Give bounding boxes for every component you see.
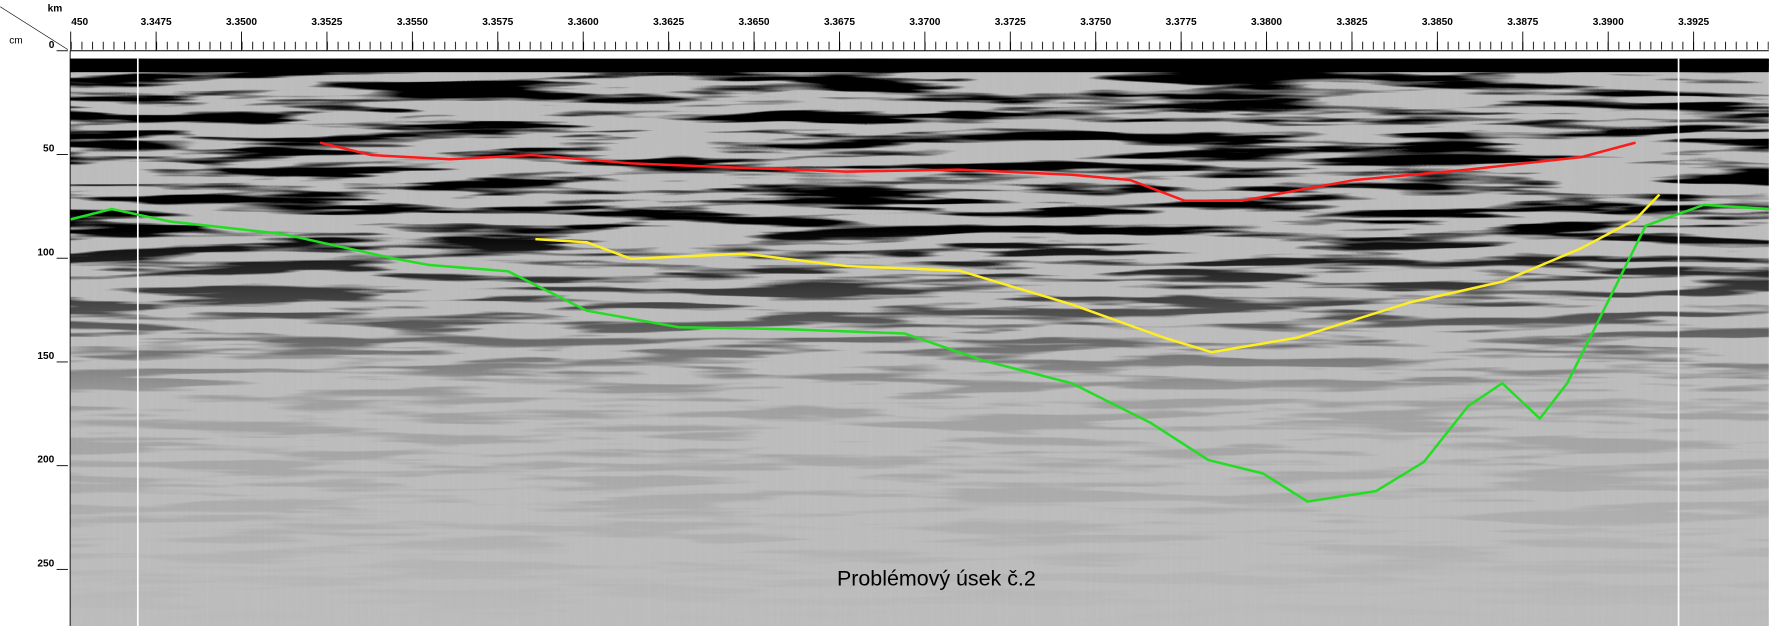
x-tick-label: 3.3500 xyxy=(226,17,257,28)
x-tick-label: 3.3825 xyxy=(1336,17,1367,28)
x-tick-label: 450 xyxy=(71,17,88,28)
radargram xyxy=(70,58,1769,626)
y-tick-label: 250 xyxy=(37,558,54,569)
x-tick-label: 3.3725 xyxy=(995,17,1026,28)
x-tick-label: 3.3925 xyxy=(1678,17,1709,28)
y-tick-label: 200 xyxy=(37,455,54,466)
horizon-line xyxy=(70,203,1769,503)
x-tick-label: 3.3675 xyxy=(824,17,855,28)
y-tick-label: 50 xyxy=(43,144,55,155)
x-tick-label: 3.3750 xyxy=(1080,17,1111,28)
x-tick-label: 3.3850 xyxy=(1422,17,1453,28)
y-tick-label: 100 xyxy=(37,247,54,258)
corner-divider xyxy=(0,6,69,50)
x-tick-label: 3.3800 xyxy=(1251,17,1282,28)
y-axis-label: cm xyxy=(9,35,23,46)
annotation: Problémový úsek č.2 xyxy=(837,566,1036,590)
x-tick-label: 3.3550 xyxy=(397,17,428,28)
x-tick-label: 3.3650 xyxy=(739,17,770,28)
minor-ticks xyxy=(70,40,1769,51)
x-tick-label: 3.3900 xyxy=(1593,17,1624,28)
x-tick-label: 3.3600 xyxy=(568,17,599,28)
horizon-line xyxy=(319,141,1636,202)
y-tick-label: 0 xyxy=(49,40,55,51)
horizon-line xyxy=(535,193,1661,354)
x-tick-label: 3.3475 xyxy=(141,17,172,28)
x-tick-label: 3.3525 xyxy=(311,17,342,28)
x-axis-label: km xyxy=(48,4,63,15)
y-tick-label: 150 xyxy=(37,351,54,362)
x-tick-label: 3.3575 xyxy=(482,17,513,28)
x-tick-label: 3.3700 xyxy=(909,17,940,28)
x-tick-label: 3.3775 xyxy=(1166,17,1197,28)
x-tick-label: 3.3875 xyxy=(1507,17,1538,28)
x-tick-label: 3.3625 xyxy=(653,17,684,28)
